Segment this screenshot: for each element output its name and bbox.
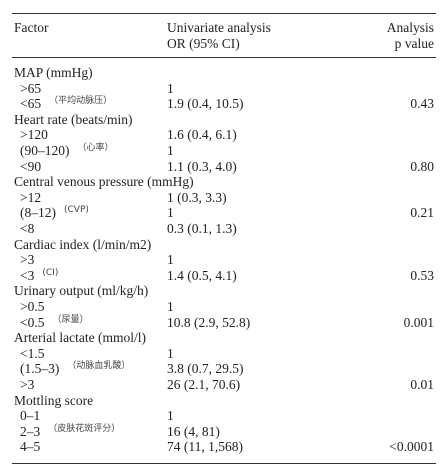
factor: <8 bbox=[20, 221, 34, 237]
factor: <65 （平均动脉压） bbox=[20, 96, 112, 114]
factor: >0.5 bbox=[20, 299, 45, 315]
factor: >12 bbox=[20, 190, 41, 206]
factor-label: 2–3 bbox=[20, 423, 41, 439]
section-title: Arterial lactate (mmol/l) bbox=[14, 330, 146, 346]
odds-ratio: 1 bbox=[167, 252, 174, 268]
factor-label: <0.5 bbox=[20, 314, 45, 330]
odds-ratio: 1 bbox=[167, 299, 174, 314]
section-title: Heart rate (beats/min) bbox=[14, 111, 133, 127]
section-title: Central venous pressure (mmHg) bbox=[14, 174, 194, 190]
factor-label: >0.5 bbox=[20, 299, 45, 314]
header-factor: Factor bbox=[14, 20, 49, 35]
bottom-rule bbox=[12, 463, 436, 464]
odds-ratio: 0.3 (0.1, 1.3) bbox=[167, 221, 237, 236]
annotation: (CVP) bbox=[64, 205, 89, 216]
header-rule bbox=[12, 57, 436, 58]
factor: <90 bbox=[20, 159, 41, 175]
annotation: （动脉血乳酸） bbox=[67, 361, 131, 372]
factor: >3 bbox=[20, 252, 34, 268]
odds-ratio: 1.6 (0.4, 6.1) bbox=[167, 127, 237, 143]
header-p: p value bbox=[394, 36, 434, 51]
p-value: 0.01 bbox=[410, 377, 434, 392]
section-title: MAP (mmHg) bbox=[14, 65, 93, 80]
factor-label: <90 bbox=[20, 158, 42, 174]
p-value: 0.001 bbox=[403, 314, 434, 330]
header-p: Analysis bbox=[386, 20, 434, 35]
odds-ratio: 1 bbox=[167, 205, 174, 221]
odds-ratio: 1 bbox=[167, 143, 174, 158]
factor: >65 bbox=[20, 81, 41, 97]
factor-label: <8 bbox=[20, 221, 35, 236]
odds-ratio: 16 (4, 81) bbox=[167, 423, 220, 439]
factor-label: >12 bbox=[20, 189, 42, 205]
factor: (90–120) （心率） bbox=[20, 143, 114, 161]
factor: (1.5–3) （动脉血乳酸） bbox=[20, 361, 130, 379]
factor: (8–12) (CVP) bbox=[20, 205, 89, 223]
factor: 0–1 bbox=[20, 408, 40, 424]
factor: >3 bbox=[20, 377, 34, 393]
factor-label: <3 bbox=[20, 267, 35, 283]
factor: <1.5 bbox=[20, 346, 45, 362]
section-title: Mottling score bbox=[14, 392, 94, 408]
factor-label: 4–5 bbox=[20, 439, 41, 455]
p-value: <0.0001 bbox=[389, 439, 434, 455]
factor-label: >65 bbox=[20, 80, 42, 96]
odds-ratio: 1.1 (0.3, 4.0) bbox=[167, 158, 237, 174]
top-rule bbox=[12, 13, 436, 14]
odds-ratio: 1 (0.3, 3.3) bbox=[167, 189, 227, 205]
annotation: （心率） bbox=[77, 143, 114, 153]
odds-ratio: 3.8 (0.7, 29.5) bbox=[167, 361, 244, 377]
header-or: Univariate analysis bbox=[167, 20, 271, 35]
factor-label: >3 bbox=[20, 377, 35, 392]
odds-ratio: 1 bbox=[167, 408, 174, 424]
annotation: （尿量） bbox=[52, 314, 89, 325]
annotation: (CI) bbox=[42, 267, 59, 278]
p-value: 0.53 bbox=[410, 267, 434, 283]
odds-ratio: 74 (11, 1,568) bbox=[167, 439, 243, 455]
factor-label: (1.5–3) bbox=[20, 361, 60, 377]
p-value: 0.80 bbox=[410, 158, 434, 174]
odds-ratio: 1.9 (0.4, 10.5) bbox=[167, 96, 244, 112]
odds-ratio: 1 bbox=[167, 345, 174, 361]
annotation: （平均动脉压） bbox=[49, 96, 113, 107]
section-title: Urinary output (ml/kg/h) bbox=[14, 283, 149, 299]
odds-ratio: 10.8 (2.9, 52.8) bbox=[167, 314, 251, 330]
p-value: 0.21 bbox=[410, 205, 434, 221]
factor-label: >120 bbox=[20, 127, 48, 143]
section-title: Cardiac index (l/min/m2) bbox=[14, 236, 152, 252]
factor-label: (8–12) bbox=[20, 205, 56, 221]
factor: 2–3 （皮肤花斑评分） bbox=[20, 424, 120, 442]
factor-label: >3 bbox=[20, 252, 35, 268]
odds-ratio: 26 (2.1, 70.6) bbox=[167, 377, 241, 392]
factor: 4–5 bbox=[20, 439, 40, 455]
odds-ratio: 1.4 (0.5, 4.1) bbox=[167, 267, 237, 283]
factor-label: <65 bbox=[20, 96, 42, 112]
annotation: （皮肤花斑评分） bbox=[48, 423, 121, 434]
header-or: OR (95% CI) bbox=[167, 36, 240, 51]
factor-label: (90–120) bbox=[20, 143, 70, 158]
factor-label: 0–1 bbox=[20, 408, 41, 424]
p-value: 0.43 bbox=[410, 96, 434, 112]
odds-ratio: 1 bbox=[167, 80, 174, 96]
factor: >120 bbox=[20, 127, 48, 143]
factor-label: <1.5 bbox=[20, 345, 45, 361]
factor: <0.5 （尿量） bbox=[20, 315, 89, 333]
factor: <3 (CI) bbox=[20, 268, 58, 286]
